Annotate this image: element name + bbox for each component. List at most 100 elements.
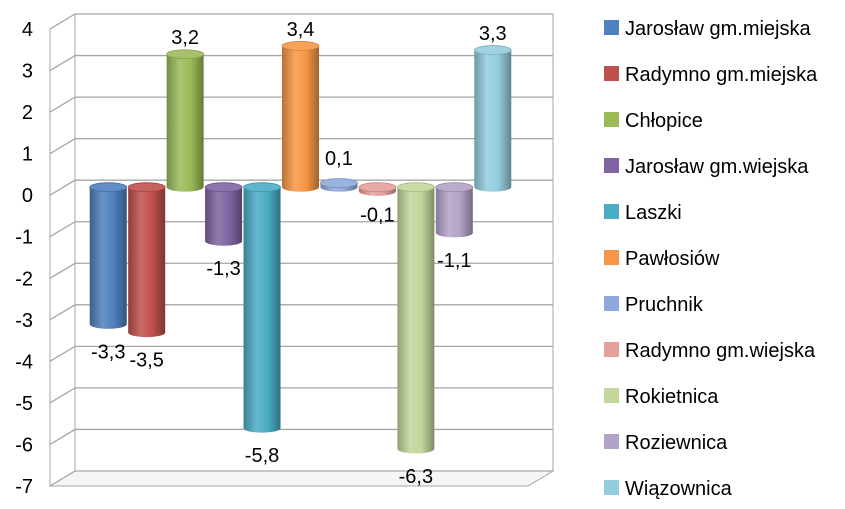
- y-tick-label: 1: [22, 144, 33, 166]
- bar-body: [205, 187, 243, 246]
- bar: [89, 182, 128, 329]
- bar-body: [89, 187, 127, 329]
- legend-swatch: [604, 112, 619, 127]
- gridline: [49, 262, 553, 279]
- legend-label: Rokietnica: [625, 386, 719, 408]
- bar: [320, 178, 358, 192]
- gridline: [49, 387, 553, 404]
- bars: [89, 41, 512, 454]
- data-label: -3,5: [129, 350, 163, 372]
- gridline: [49, 428, 553, 446]
- bar-cap: [166, 49, 205, 60]
- legend-label: Wiązownica: [625, 478, 733, 500]
- legend-swatch: [604, 250, 619, 265]
- legend-label: Jarosław gm.miejska: [625, 18, 811, 40]
- y-tick-label: -7: [15, 476, 33, 498]
- y-tick-label: -4: [15, 351, 33, 373]
- legend-item: Pruchnik: [604, 294, 704, 316]
- legend-item: Jarosław gm.miejska: [604, 18, 811, 40]
- y-tick-label: -3: [15, 310, 33, 332]
- legend-label: Laszki: [625, 202, 682, 224]
- legend-label: Roziewnica: [625, 432, 728, 454]
- bar-body: [397, 187, 435, 454]
- data-labels: -3,3 -3,5 3,2 -1,3 -5,8 3,4 0,1 -0,1 -6,3 -1,1 3,3: [91, 19, 507, 488]
- bar-body: [435, 187, 473, 238]
- legend-swatch: [604, 66, 619, 81]
- legend-item: Pawłosiów: [604, 248, 720, 270]
- gridline: [49, 137, 553, 155]
- bar: [358, 182, 397, 196]
- y-tick-label: -5: [15, 393, 33, 415]
- gridlines: [49, 13, 553, 487]
- bar: [473, 45, 512, 192]
- legend-swatch: [604, 158, 619, 173]
- legend-swatch: [604, 204, 619, 219]
- legend-label: Radymno gm.miejska: [625, 64, 818, 86]
- legend-item: Wiązownica: [604, 478, 733, 500]
- bar-body: [474, 50, 512, 192]
- legend-swatch: [604, 480, 619, 495]
- legend-label: Chłopice: [625, 110, 703, 132]
- y-axis: 4 3 2 1 0 -1 -2 -3 -4 -5 -6 -7: [15, 19, 33, 498]
- bar-body: [128, 187, 166, 338]
- bar-cap: [473, 45, 512, 55]
- data-label: -0,1: [360, 204, 394, 226]
- legend-label: Jarosław gm.wiejska: [625, 156, 809, 178]
- legend-item: Roziewnica: [604, 432, 728, 454]
- gridline: [49, 96, 553, 113]
- data-label: -1,1: [437, 250, 471, 272]
- bar-cap: [320, 178, 358, 188]
- bar: [204, 182, 243, 246]
- legend-swatch: [604, 20, 619, 35]
- legend-label: Pawłosiów: [625, 248, 720, 270]
- data-label: 3,3: [479, 23, 507, 45]
- y-tick-label: 4: [22, 19, 33, 41]
- bar-cap: [127, 182, 166, 193]
- gridline: [49, 345, 553, 362]
- bar-cap: [204, 182, 243, 193]
- bar-cap: [396, 182, 435, 193]
- data-label: -5,8: [245, 445, 279, 467]
- bar-body: [282, 45, 319, 192]
- y-tick-label: -1: [15, 227, 33, 249]
- bar: [281, 41, 320, 192]
- legend-label: Radymno gm.wiejska: [625, 340, 816, 362]
- legend-swatch: [604, 342, 619, 357]
- bar-body: [243, 187, 281, 433]
- bar-cap: [281, 41, 320, 51]
- bar-body: [166, 54, 204, 192]
- data-label: 3,4: [287, 19, 315, 41]
- gridline: [49, 54, 553, 72]
- bar: [243, 182, 281, 433]
- y-tick-label: -2: [15, 268, 33, 290]
- legend-label: Pruchnik: [625, 294, 704, 316]
- y-tick-label: 2: [22, 102, 33, 124]
- y-tick-label: 3: [22, 61, 33, 83]
- side-wall: [49, 13, 76, 487]
- data-label: -3,3: [91, 341, 125, 363]
- bar: [166, 49, 205, 192]
- legend: Jarosław gm.miejska Radymno gm.miejska Chł…: [604, 18, 818, 500]
- y-tick-label: 0: [22, 185, 33, 207]
- legend-item: Radymno gm.wiejska: [604, 340, 816, 362]
- floor: [48, 470, 555, 487]
- y-tick-label: -6: [15, 434, 33, 456]
- gridline: [49, 221, 553, 238]
- legend-swatch: [604, 388, 619, 403]
- data-label: -1,3: [206, 258, 240, 280]
- bar-cap: [435, 182, 474, 193]
- data-label: 3,2: [171, 27, 199, 49]
- bar-cap: [89, 182, 128, 193]
- legend-item: Radymno gm.miejska: [604, 64, 818, 86]
- bar-cap: [243, 182, 281, 193]
- data-label: 0,1: [325, 148, 353, 170]
- legend-item: Laszki: [604, 202, 682, 224]
- legend-item: Rokietnica: [604, 386, 719, 408]
- legend-swatch: [604, 296, 619, 311]
- legend-item: Chłopice: [604, 110, 703, 132]
- legend-swatch: [604, 434, 619, 449]
- gridline: [49, 13, 553, 30]
- gridline: [49, 304, 553, 321]
